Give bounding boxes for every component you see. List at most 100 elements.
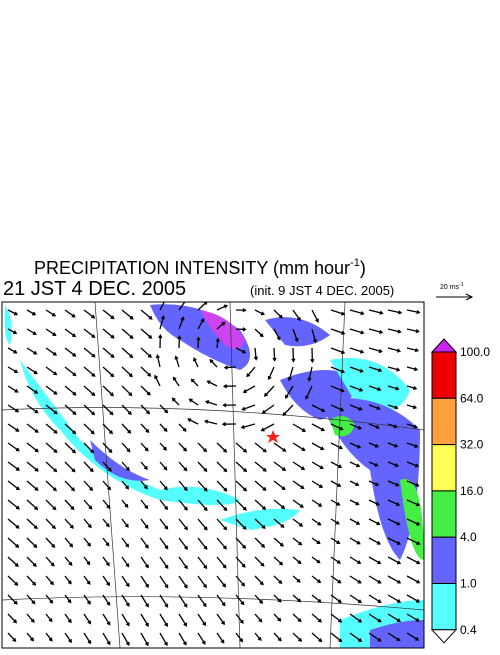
wind-arrow <box>254 613 263 623</box>
wind-arrow <box>406 480 420 487</box>
wind-arrow <box>349 537 361 545</box>
wind-arrow <box>307 366 313 382</box>
wind-arrow <box>406 575 421 584</box>
wind-arrow <box>292 461 306 471</box>
wind-arrow <box>7 537 20 548</box>
wind-arrow <box>45 575 54 586</box>
wind-arrow <box>292 613 302 623</box>
wind-arrow <box>45 556 55 567</box>
wind-arrow <box>178 575 188 589</box>
wind-arrow <box>349 309 365 316</box>
map <box>2 302 424 648</box>
wind-arrow <box>235 632 244 643</box>
wind-arrow <box>273 556 284 566</box>
wind-arrow <box>406 632 420 641</box>
wind-arrow <box>197 318 205 330</box>
wind-arrow <box>102 423 114 435</box>
wind-arrow <box>26 518 38 530</box>
wind-arrow <box>26 385 39 394</box>
wind-arrow <box>310 347 315 364</box>
wind-arrow <box>368 423 380 429</box>
wind-arrow <box>235 556 246 568</box>
wind-arrow <box>178 499 188 511</box>
wind-arrow <box>178 556 188 570</box>
wind-arrow <box>45 423 58 434</box>
wind-arrow <box>45 537 56 548</box>
wind-arrow <box>102 499 111 509</box>
wind-arrow <box>254 480 267 491</box>
wind-arrow <box>102 347 115 358</box>
wind-arrow <box>178 613 188 627</box>
wind-arrow <box>197 632 206 645</box>
wind-arrow <box>7 556 19 567</box>
wind-arrow <box>368 309 384 315</box>
wind-arrow <box>330 423 344 431</box>
wind-arrow <box>121 480 130 490</box>
wind-arrow <box>159 302 166 311</box>
wind-arrow <box>64 613 72 624</box>
wind-arrow <box>64 309 76 318</box>
wind-arrow <box>330 575 342 584</box>
wind-arrow <box>64 480 76 492</box>
colorbar-cap-bottom <box>430 629 458 644</box>
wind-arrow <box>159 461 168 471</box>
wind-arrow <box>292 309 301 322</box>
wind-arrow <box>368 556 382 565</box>
wind-arrow <box>26 366 38 375</box>
colorbar-segment <box>431 444 457 492</box>
wind-arrow <box>7 575 19 586</box>
wind-arrow <box>349 518 361 525</box>
wind-arrow <box>64 537 74 548</box>
wind-arrow <box>121 404 132 416</box>
wind-arrow <box>406 423 418 429</box>
wind-arrow <box>197 594 207 608</box>
colorbar-label: 1.0 <box>460 577 477 591</box>
wind-arrow <box>102 556 110 567</box>
wind-arrow <box>197 480 208 492</box>
wind-arrow <box>83 499 93 510</box>
wind-arrow <box>121 366 133 378</box>
wind-arrow <box>121 423 132 434</box>
wind-arrow <box>330 347 346 355</box>
wind-arrow <box>368 404 381 411</box>
wind-arrow <box>216 518 228 531</box>
wind-arrow <box>349 347 365 354</box>
wind-arrow <box>235 347 247 354</box>
wind-arrow <box>311 575 322 584</box>
wind-arrow <box>83 442 95 454</box>
wind-arrow <box>206 380 218 387</box>
wind-arrow <box>64 442 76 454</box>
wind-arrow <box>292 423 306 432</box>
wind-arrow <box>254 594 264 604</box>
wind-arrow <box>64 518 74 529</box>
wind-arrow <box>292 537 303 546</box>
wind-arrow <box>368 385 382 392</box>
wind-arrow <box>387 385 400 391</box>
wind-arrows <box>7 302 421 647</box>
wind-arrow <box>7 594 18 605</box>
colorbar-segment <box>431 583 457 631</box>
wind-arrow <box>215 337 220 349</box>
wind-arrow <box>349 442 362 449</box>
wind-arrow <box>159 499 168 511</box>
wind-arrow <box>216 594 226 607</box>
wind-arrow <box>292 556 302 565</box>
wind-arrow <box>330 594 342 604</box>
wind-arrow <box>102 613 111 626</box>
colorbar-label: 16.0 <box>460 484 484 498</box>
wind-arrow <box>235 537 247 549</box>
wind-arrow <box>311 613 323 623</box>
wind-arrow <box>140 309 153 320</box>
colorbar-label: 0.4 <box>460 623 477 637</box>
wind-arrow <box>368 366 383 373</box>
wind-arrow <box>7 404 20 413</box>
wind-arrow <box>159 480 168 491</box>
wind-arrow <box>26 347 38 355</box>
wind-arrow <box>102 366 115 378</box>
wind-arrow <box>45 594 54 604</box>
wind-arrow <box>223 365 237 370</box>
wind-arrow <box>254 328 264 338</box>
wind-arrow <box>45 404 58 415</box>
wind-arrow <box>368 461 379 467</box>
wind-arrow <box>45 309 57 317</box>
